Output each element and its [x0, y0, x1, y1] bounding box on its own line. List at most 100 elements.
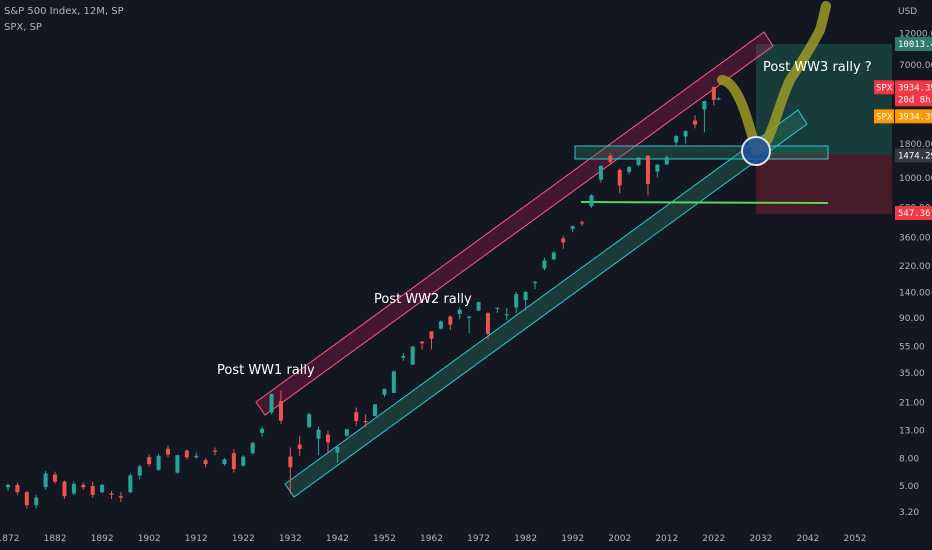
- candle-body: [43, 473, 48, 488]
- candle-body: [15, 484, 20, 493]
- y-tick-label: 1800.00: [899, 140, 932, 150]
- candle-body: [316, 429, 321, 439]
- candle-body: [485, 313, 490, 334]
- price-tag-entry: [895, 148, 932, 163]
- candle-body: [288, 456, 293, 468]
- candle-body: [278, 401, 283, 421]
- candle-body: [429, 331, 434, 339]
- spx-tag-symbol: SPX: [876, 83, 893, 93]
- candle-body: [325, 434, 330, 443]
- candle-body: [693, 120, 698, 125]
- candle-body: [636, 157, 641, 166]
- y-tick-label: 220.00: [899, 262, 931, 272]
- candle-body: [147, 457, 152, 465]
- upper-channel-band: [255, 31, 774, 416]
- annotation-post-ww3: Post WW3 rally ?: [763, 60, 872, 75]
- spx-tag-symbol-bg: [874, 80, 894, 95]
- candle-body: [589, 195, 594, 207]
- drawing-overlays: [255, 1, 892, 498]
- candle-body: [645, 155, 650, 184]
- price-tag-target: [895, 37, 932, 51]
- candle-body: [551, 252, 556, 260]
- candle-body: [467, 316, 472, 318]
- candle-body: [344, 429, 349, 436]
- price-tag-entry-label: 1474.29: [898, 151, 932, 161]
- x-tick-label: 1952: [373, 534, 396, 544]
- spx-tag-countdown: 20d 8h: [898, 95, 931, 105]
- y-tick-label: 3.20: [899, 508, 919, 518]
- candle-body: [363, 421, 368, 423]
- candle-body: [71, 483, 76, 494]
- candle-body: [34, 497, 39, 506]
- candle-body: [250, 442, 255, 454]
- x-tick-label: 2032: [749, 534, 772, 544]
- candle-body: [617, 169, 622, 186]
- price-tag-stop: [895, 206, 932, 221]
- x-tick-label: 1882: [44, 534, 67, 544]
- y-tick-label: 55.00: [899, 343, 925, 353]
- chart-subtitle: SPX, SP: [4, 22, 42, 33]
- x-tick-label: 2042: [796, 534, 819, 544]
- x-tick-label: 1912: [185, 534, 208, 544]
- x-tick-label: 1962: [420, 534, 443, 544]
- candle-body: [674, 135, 679, 143]
- y-tick-label: 7000.00: [899, 61, 932, 71]
- price-tags: 10013.48 SPX 3934.39 20d 8h SPX 3934.39 1474.2…: [874, 37, 932, 221]
- candle-body: [561, 238, 566, 243]
- x-tick-label: 1892: [91, 534, 114, 544]
- candle-body: [24, 492, 29, 506]
- candle-body: [297, 444, 302, 449]
- price-tag-target-label: 10013.48: [898, 40, 932, 50]
- y-tick-label: 360.00: [899, 233, 931, 243]
- candle-body: [655, 164, 660, 172]
- x-tick-label: 1922: [232, 534, 255, 544]
- candle-body: [222, 459, 227, 465]
- candle-body: [420, 341, 425, 344]
- candle-body: [203, 460, 208, 465]
- y-tick-label: 8.00: [899, 455, 919, 465]
- currency-label: USD: [898, 7, 917, 17]
- candle-body: [194, 455, 199, 458]
- candle-body: [241, 456, 246, 466]
- candle-body: [476, 302, 481, 311]
- candle-body: [410, 346, 415, 365]
- spx-tag2-value: 3934.39: [898, 112, 932, 122]
- candle-body: [260, 428, 265, 433]
- candle-body: [627, 166, 632, 172]
- candle-body: [137, 466, 142, 476]
- x-tick-label: 1982: [514, 534, 537, 544]
- candle-body: [495, 307, 500, 309]
- candle-body: [570, 226, 575, 229]
- candle-body: [580, 222, 585, 224]
- candle-body: [711, 87, 716, 100]
- candle-body: [702, 101, 707, 110]
- candle-body: [683, 131, 688, 137]
- candle-body: [165, 448, 170, 455]
- y-tick-label: 5.00: [899, 482, 919, 492]
- spx-tag2-symbol-bg: [874, 109, 894, 124]
- target-circle: [741, 136, 771, 166]
- spx-tag2-bg: [895, 109, 932, 124]
- support-zone: [574, 145, 829, 160]
- y-tick-label: 21.00: [899, 399, 925, 409]
- annotation-post-ww1: Post WW1 rally: [217, 363, 315, 378]
- time-axis[interactable]: 1872 1882 1892 1902 1912 1922 1932 1942 1952 1962…: [0, 534, 866, 544]
- candle-body: [457, 309, 462, 314]
- candle-body: [438, 321, 443, 329]
- stop-zone: [756, 154, 892, 214]
- x-tick-label: 2002: [608, 534, 631, 544]
- candle-body: [213, 450, 218, 452]
- candle-body: [391, 371, 396, 393]
- x-tick-label: 1902: [138, 534, 161, 544]
- y-tick-label: 12000.00: [899, 29, 932, 39]
- candle-body: [523, 292, 528, 301]
- candle-body: [664, 157, 669, 165]
- candle-body: [156, 455, 161, 470]
- candle-body: [533, 281, 538, 284]
- candle-body: [354, 412, 359, 422]
- x-tick-label: 2052: [844, 534, 867, 544]
- spx-tag-bg: [895, 80, 932, 107]
- candle-body: [62, 481, 67, 497]
- candle-body: [514, 294, 519, 308]
